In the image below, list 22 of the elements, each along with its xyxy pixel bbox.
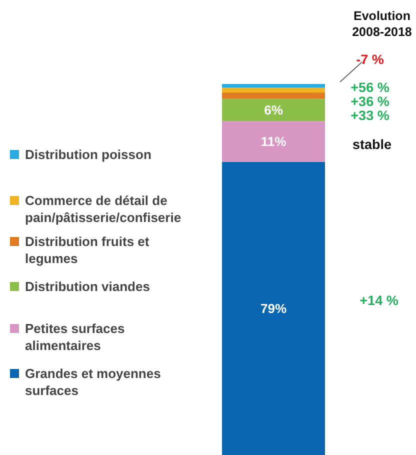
bar xyxy=(222,88,325,93)
text: -7 % xyxy=(356,52,384,67)
data-label: 11% xyxy=(260,134,287,150)
bar xyxy=(222,84,325,88)
data-label: 6% xyxy=(264,102,284,118)
bar xyxy=(222,121,325,162)
text: +56 % xyxy=(350,80,390,95)
text: Evolution 2008-2018 xyxy=(352,9,412,39)
bar xyxy=(222,92,325,99)
text: stable xyxy=(352,137,392,152)
legend-label: Distribution poisson xyxy=(25,147,152,162)
bar xyxy=(222,162,325,455)
legend-label: Distribution viandes xyxy=(25,279,150,294)
legend-label: Commerce de détail de pain/pâtisserie/confiserie xyxy=(25,193,182,225)
legend-label: Grandes et moyennes surfaces xyxy=(25,366,161,398)
text: +14 % xyxy=(360,293,398,308)
legend-label: Distribution fruits et legumes xyxy=(25,234,150,266)
text: +36 % xyxy=(350,94,390,109)
legend-label: Petites surfaces alimentaires xyxy=(25,321,125,353)
text: +33 % xyxy=(350,108,390,123)
bar xyxy=(222,98,325,122)
data-label: 79% xyxy=(260,301,287,316)
